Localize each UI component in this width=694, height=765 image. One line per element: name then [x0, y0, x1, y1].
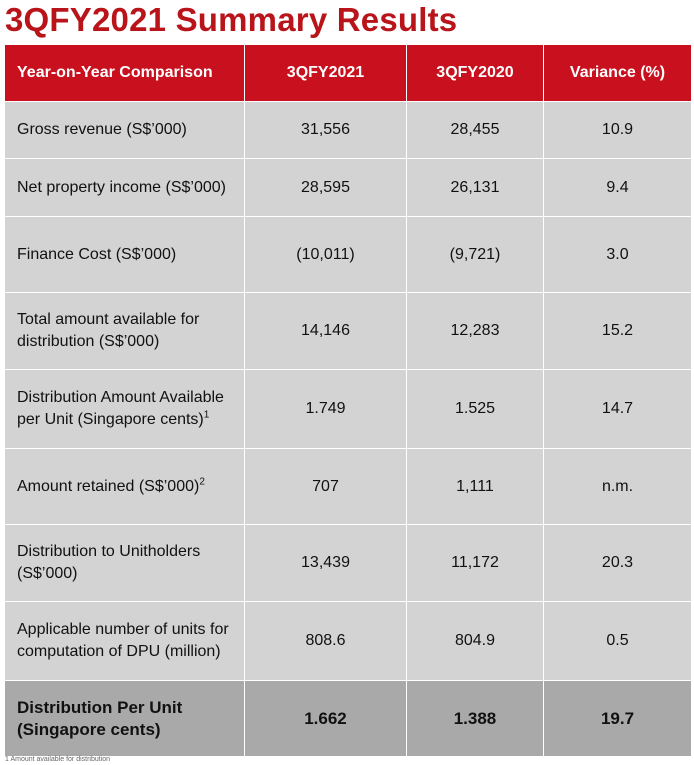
- page-title: 3QFY2021 Summary Results: [5, 1, 458, 38]
- cell-variance: 14.7: [543, 369, 692, 449]
- table-row: Distribution to Unitholders (S$’000) 13,…: [4, 524, 692, 602]
- cell-variance: 20.3: [543, 524, 692, 602]
- cell-variance: n.m.: [543, 448, 692, 525]
- cell-3qfy2021: 14,146: [244, 292, 407, 370]
- table-header-row: Year-on-Year Comparison 3QFY2021 3QFY202…: [4, 44, 692, 102]
- cell-variance: 9.4: [543, 158, 692, 217]
- cell-3qfy2020: 11,172: [406, 524, 544, 602]
- table-row: Applicable number of units for computati…: [4, 601, 692, 681]
- table-row: Net property income (S$’000) 28,595 26,1…: [4, 158, 692, 217]
- row-label: Distribution Amount Available per Unit (…: [4, 369, 245, 449]
- total-3qfy2020: 1.388: [406, 680, 544, 757]
- header-3qfy2020: 3QFY2020: [406, 44, 544, 102]
- cell-3qfy2021: 28,595: [244, 158, 407, 217]
- row-label: Distribution to Unitholders (S$’000): [4, 524, 245, 602]
- total-label: Distribution Per Unit (Singapore cents): [4, 680, 245, 757]
- cell-3qfy2021: 31,556: [244, 101, 407, 159]
- cell-3qfy2021: 13,439: [244, 524, 407, 602]
- summary-results-table: Year-on-Year Comparison 3QFY2021 3QFY202…: [4, 44, 692, 757]
- cell-3qfy2020: (9,721): [406, 216, 544, 293]
- total-row: Distribution Per Unit (Singapore cents) …: [4, 680, 692, 757]
- header-comparison: Year-on-Year Comparison: [4, 44, 245, 102]
- table-row: Finance Cost (S$’000) (10,011) (9,721) 3…: [4, 216, 692, 293]
- cell-3qfy2021: (10,011): [244, 216, 407, 293]
- row-label: Gross revenue (S$’000): [4, 101, 245, 159]
- cell-3qfy2020: 1,111: [406, 448, 544, 525]
- row-label: Applicable number of units for computati…: [4, 601, 245, 681]
- cell-3qfy2020: 12,283: [406, 292, 544, 370]
- table-row: Gross revenue (S$’000) 31,556 28,455 10.…: [4, 101, 692, 159]
- cell-variance: 10.9: [543, 101, 692, 159]
- cell-3qfy2021: 808.6: [244, 601, 407, 681]
- cell-3qfy2021: 1.749: [244, 369, 407, 449]
- total-variance: 19.7: [543, 680, 692, 757]
- cell-3qfy2020: 804.9: [406, 601, 544, 681]
- cell-3qfy2020: 1.525: [406, 369, 544, 449]
- header-3qfy2021: 3QFY2021: [244, 44, 407, 102]
- cell-variance: 3.0: [543, 216, 692, 293]
- row-label: Total amount available for distribution …: [4, 292, 245, 370]
- cell-3qfy2020: 26,131: [406, 158, 544, 217]
- total-3qfy2021: 1.662: [244, 680, 407, 757]
- header-variance: Variance (%): [543, 44, 692, 102]
- cell-variance: 0.5: [543, 601, 692, 681]
- cell-3qfy2021: 707: [244, 448, 407, 525]
- row-label: Amount retained (S$’000)2: [4, 448, 245, 525]
- table-row: Total amount available for distribution …: [4, 292, 692, 370]
- table-row: Distribution Amount Available per Unit (…: [4, 369, 692, 449]
- footnote: 1 Amount available for distribution: [5, 756, 111, 763]
- table-row: Amount retained (S$’000)2 707 1,111 n.m.: [4, 448, 692, 525]
- row-label: Net property income (S$’000): [4, 158, 245, 217]
- row-label: Finance Cost (S$’000): [4, 216, 245, 293]
- cell-3qfy2020: 28,455: [406, 101, 544, 159]
- cell-variance: 15.2: [543, 292, 692, 370]
